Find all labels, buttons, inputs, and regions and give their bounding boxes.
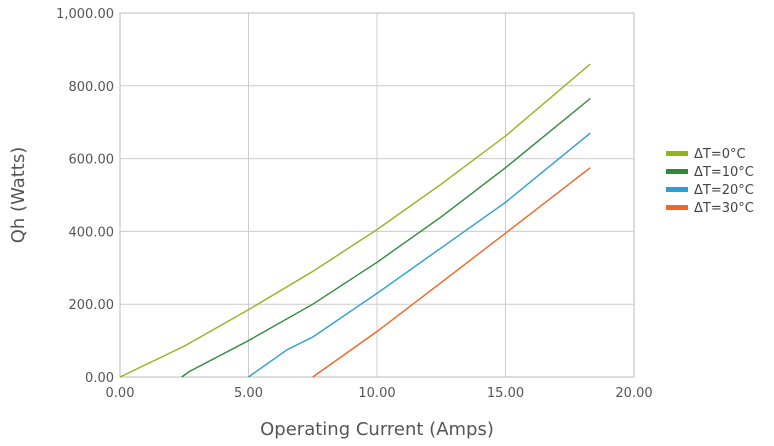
x-tick-label: 20.00 [615,386,652,401]
legend-swatch [666,169,688,174]
series-line-2 [248,132,591,378]
legend-label: ΔT=30°C [694,201,754,216]
x-tick-label: 5.00 [234,386,263,401]
series-line-0 [119,63,591,378]
y-tick-label: 0.00 [85,371,114,386]
y-tick-labels: 0.00 200.00 400.00 600.00 800.00 1,000.00 [56,7,114,386]
x-tick-label: 15.00 [487,386,524,401]
x-tick-label: 10.00 [358,386,395,401]
y-tick-label: 400.00 [69,225,115,240]
legend-swatch [666,187,688,192]
series-line-3 [312,167,591,378]
legend-swatch [666,205,688,210]
x-tick-label: 0.00 [106,386,135,401]
series-line-1 [181,97,591,378]
grid [119,12,635,378]
y-tick-label: 1,000.00 [56,7,114,22]
x-tick-labels: 0.00 5.00 10.00 15.00 20.00 [106,386,653,401]
legend: ΔT=0°C ΔT=10°C ΔT=20°C ΔT=30°C [666,147,754,216]
plot-frame [119,12,635,378]
legend-swatch [666,151,688,156]
legend-label: ΔT=0°C [694,147,746,162]
series-lines [119,63,591,378]
y-tick-label: 200.00 [69,298,115,313]
legend-label: ΔT=10°C [694,165,754,180]
y-axis-title: Qh (Watts) [8,147,29,244]
y-tick-label: 800.00 [69,80,115,95]
legend-label: ΔT=20°C [694,183,754,198]
x-axis-title: Operating Current (Amps) [260,419,494,440]
y-tick-label: 600.00 [69,153,115,168]
